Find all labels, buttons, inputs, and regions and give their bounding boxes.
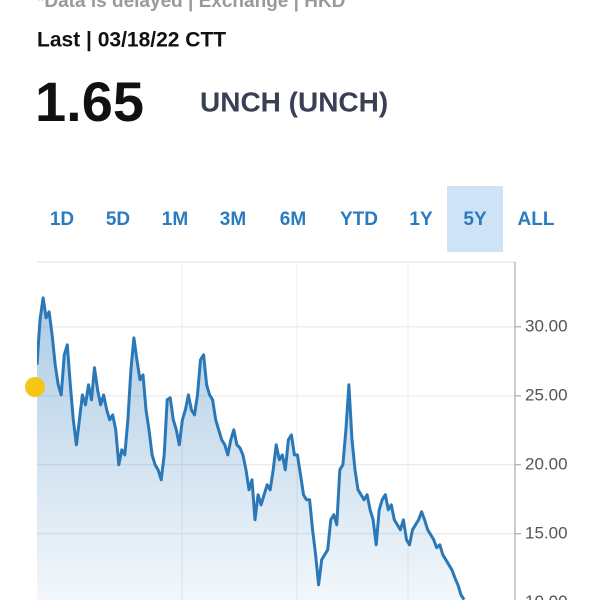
last-updated: Last | 03/18/22 CTT — [37, 29, 226, 52]
scrub-marker — [25, 377, 45, 397]
y-tick-label: 20.00 — [525, 454, 568, 473]
range-button[interactable]: 3M — [220, 209, 246, 230]
y-tick-label: 10.00 — [525, 592, 568, 600]
y-tick-label: 25.00 — [525, 385, 568, 404]
range-button[interactable]: 6M — [280, 209, 306, 230]
range-button[interactable]: ALL — [518, 209, 555, 230]
y-tick-label: 15.00 — [525, 523, 568, 542]
price-change: UNCH (UNCH) — [200, 86, 388, 117]
range-highlight — [447, 186, 503, 252]
y-tick-label: 30.00 — [525, 316, 568, 335]
range-selector: 1D 5D 1M 3M 6M YTD 1Y 5Y ALL — [50, 186, 555, 252]
range-button[interactable]: 1M — [162, 209, 188, 230]
range-button[interactable]: YTD — [340, 209, 378, 230]
series — [37, 296, 466, 600]
range-button[interactable]: 1Y — [409, 209, 433, 230]
delay-notice: *Data is delayed | Exchange | HKD — [37, 0, 345, 12]
line — [37, 296, 466, 600]
plot: 10.00 15.00 20.00 25.00 30.00 — [37, 296, 568, 600]
range-button[interactable]: 5D — [106, 209, 130, 230]
area — [37, 297, 464, 600]
price: 1.65 — [35, 70, 144, 133]
range-button[interactable]: 5Y — [463, 209, 487, 230]
range-button[interactable]: 1D — [50, 209, 74, 230]
